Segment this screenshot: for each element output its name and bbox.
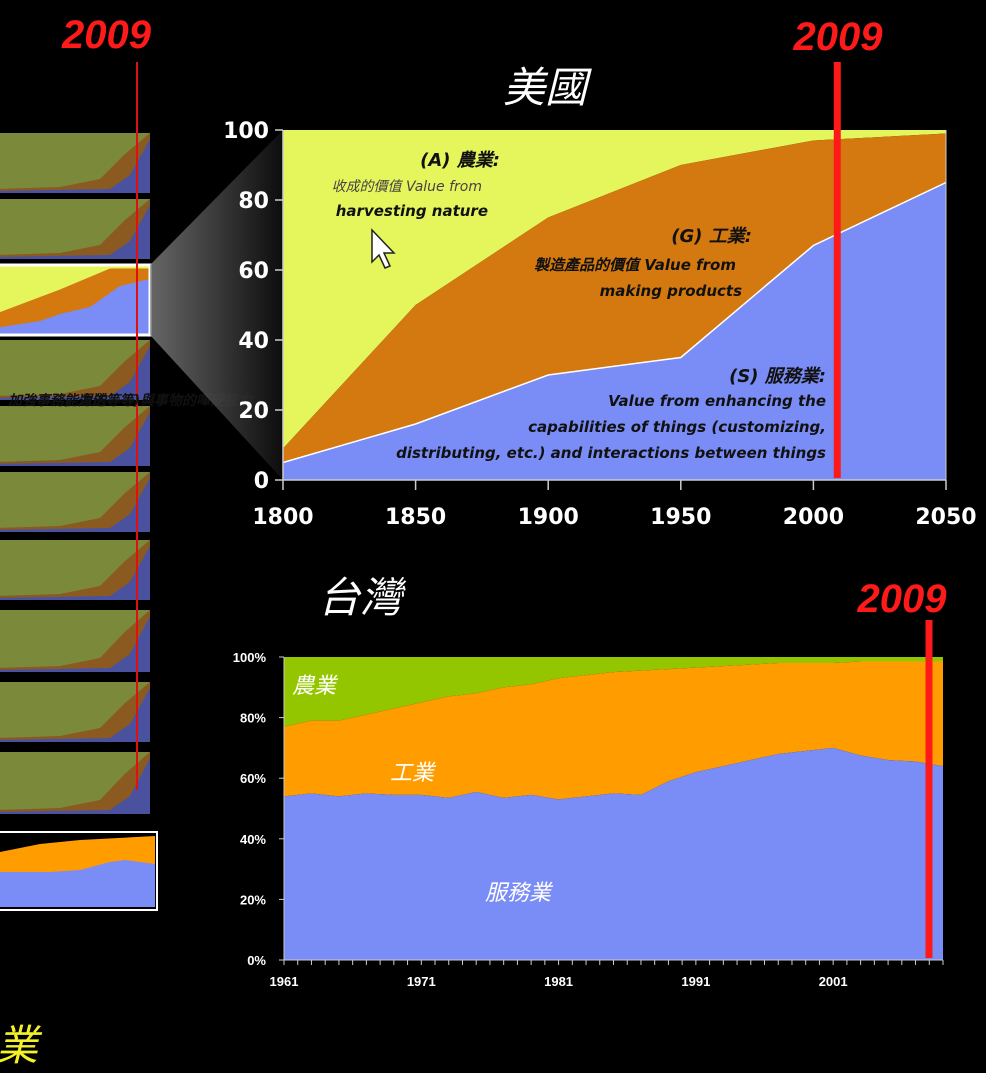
left-thumb-service bbox=[0, 758, 150, 814]
left-thumb-industry bbox=[0, 752, 150, 814]
tw-service-area bbox=[284, 747, 943, 960]
left-thumb-industry bbox=[0, 682, 150, 742]
us-annotation-svc-line3: distributing, etc.) and interactions bet… bbox=[396, 444, 826, 462]
us-chart-title: 美國 bbox=[503, 63, 592, 112]
us-industry-area bbox=[283, 133, 946, 463]
us-y-tick-label: 40 bbox=[238, 329, 269, 354]
tw-y-tick-label: 60% bbox=[240, 771, 266, 786]
left-bottom-label: 業 bbox=[0, 1021, 43, 1070]
tw-agriculture-area bbox=[284, 657, 943, 727]
us-annotation-svc-line2: capabilities of things (customizing, bbox=[528, 418, 826, 436]
left-thumb-industry bbox=[0, 610, 150, 672]
tw-y-tick-label: 80% bbox=[240, 711, 266, 726]
left-thumb-service bbox=[0, 688, 150, 742]
left-thumb-service bbox=[0, 616, 150, 672]
us-y-tick-label: 100 bbox=[223, 119, 269, 144]
us-x-tick-label: 1800 bbox=[252, 505, 313, 530]
left-thumb-service bbox=[0, 139, 150, 193]
left-panel-text: 加強事務能力的 bbox=[7, 392, 108, 409]
left-thumb-industry bbox=[0, 406, 150, 466]
tw-marker-label: 2009 bbox=[857, 577, 948, 621]
left-thumb-industry bbox=[0, 472, 150, 532]
tw-label-agriculture: 農業 bbox=[292, 674, 339, 699]
tw-y-tick-label: 40% bbox=[240, 832, 266, 847]
taiwan-chart: 0% 20% 40% 60% 80% 100% 1961 1971 1981 1991 2001 農業… bbox=[233, 620, 944, 989]
us-x-tick-label: 2050 bbox=[915, 505, 976, 530]
mouse-cursor-icon bbox=[371, 228, 396, 269]
left-thumb-industry bbox=[0, 340, 150, 400]
tw-chart-title: 台灣 bbox=[318, 573, 407, 622]
us-service-area bbox=[283, 182, 946, 480]
us-x-tick-label: 1850 bbox=[385, 505, 446, 530]
left-thumb-service bbox=[0, 346, 150, 400]
left-marker-label: 2009 bbox=[61, 13, 152, 57]
us-annotation-agri-line1: 收成的價值 Value from bbox=[332, 179, 482, 195]
left-thumbnail-panel bbox=[0, 133, 158, 911]
zoom-connector bbox=[150, 130, 283, 480]
tw-x-tick-label: 1971 bbox=[407, 974, 436, 989]
left-thumb-service bbox=[0, 546, 150, 600]
tw-label-service: 服務業 bbox=[485, 881, 554, 906]
us-annotation-agri-line2: harvesting nature bbox=[336, 202, 488, 220]
us-y-tick-label: 80 bbox=[238, 189, 269, 214]
tw-x-tick-label: 1981 bbox=[544, 974, 573, 989]
tw-y-tick-label: 20% bbox=[240, 892, 266, 907]
tw-x-tick-label: 1961 bbox=[270, 974, 299, 989]
us-y-tick-label: 20 bbox=[238, 399, 269, 424]
tw-y-tick-label: 100% bbox=[233, 650, 267, 665]
us-marker-label: 2009 bbox=[793, 15, 884, 59]
left-thumb-industry bbox=[0, 540, 150, 600]
us-chart: 0 20 40 60 80 100 1800 1850 1900 1950 2000 2050 (A) … bbox=[223, 62, 977, 530]
us-annotation-svc-title: (S) 服務業: bbox=[729, 366, 826, 387]
us-x-tick-label: 2000 bbox=[783, 505, 844, 530]
us-annotation-ind-line1: 製造產品的價值 Value from bbox=[534, 256, 736, 274]
us-annotation-ind-title: (G) 工業: bbox=[671, 226, 752, 247]
us-annotation-ind-line2: making products bbox=[600, 282, 742, 300]
left-thumb-industry bbox=[0, 133, 150, 193]
left-thumb-service bbox=[0, 412, 150, 466]
tw-industry-area bbox=[284, 661, 943, 800]
us-x-tick-label: 1950 bbox=[650, 505, 711, 530]
tw-x-tick-label: 2001 bbox=[819, 974, 848, 989]
left-thumb-service bbox=[0, 205, 150, 259]
us-y-tick-label: 0 bbox=[254, 469, 269, 494]
us-annotation-agri-title: (A) 農業: bbox=[420, 150, 500, 171]
left-thumb-service bbox=[0, 478, 150, 532]
tw-label-industry: 工業 bbox=[390, 761, 437, 786]
us-agriculture-area bbox=[283, 130, 946, 449]
tw-x-tick-label: 1991 bbox=[681, 974, 710, 989]
us-y-tick-label: 60 bbox=[238, 259, 269, 284]
left-mini-service bbox=[0, 860, 155, 907]
us-annotation-svc-line1: Value from enhancing the bbox=[608, 392, 826, 410]
tw-y-tick-label: 0% bbox=[247, 953, 266, 968]
us-x-tick-label: 1900 bbox=[518, 505, 579, 530]
left-thumb-service bbox=[0, 279, 150, 335]
left-thumb-industry bbox=[0, 199, 150, 259]
